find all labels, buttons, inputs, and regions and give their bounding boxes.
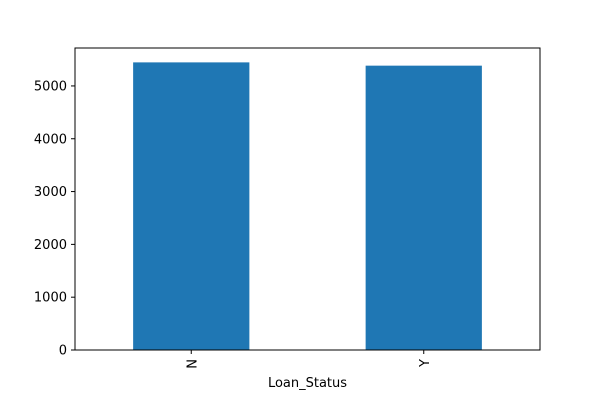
bar-n: [133, 62, 250, 350]
axes: 0 1000 2000 3000 4000 5000 N Y: [34, 47, 541, 369]
x-axis-label: Loan_Status: [268, 376, 347, 391]
x-tick-label-n: N: [185, 359, 200, 369]
y-tick-label-4000: 4000: [34, 132, 67, 147]
plot-area: [133, 62, 482, 350]
y-tick-label-2000: 2000: [34, 238, 67, 253]
x-tick-label-y: Y: [418, 359, 433, 368]
y-tick-label-0: 0: [59, 344, 67, 359]
y-tick-label-1000: 1000: [34, 291, 67, 306]
y-tick-label-5000: 5000: [34, 79, 67, 94]
plot-frame: [74, 47, 541, 351]
y-tick-label-3000: 3000: [34, 185, 67, 200]
bar-y: [365, 65, 482, 350]
